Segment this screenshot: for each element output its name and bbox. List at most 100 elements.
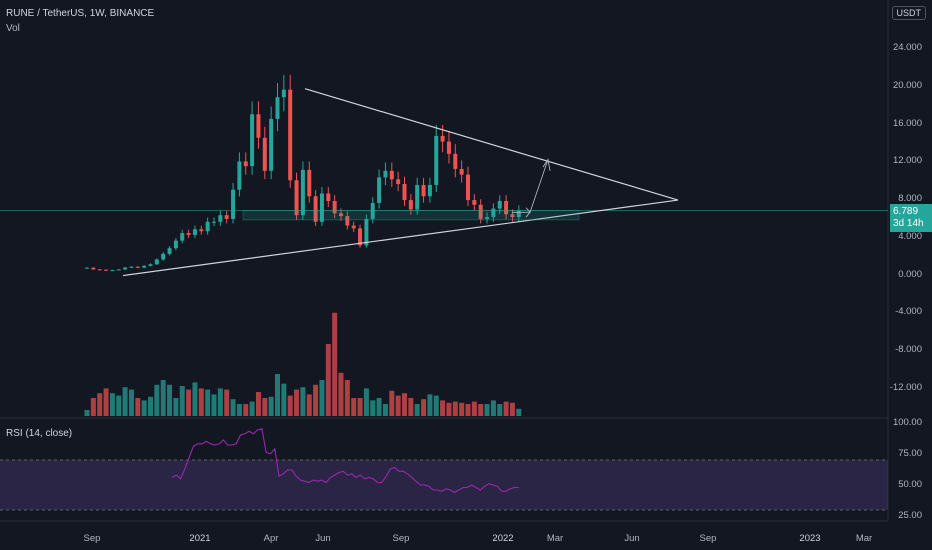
volume-bar xyxy=(363,388,369,416)
candle xyxy=(504,195,509,220)
candle xyxy=(281,74,286,112)
candle xyxy=(148,263,153,267)
candle xyxy=(224,210,229,224)
volume-bar xyxy=(509,402,515,416)
candle xyxy=(243,152,248,175)
volume-bar xyxy=(471,401,477,416)
candle xyxy=(85,267,89,269)
volume-bar xyxy=(313,384,319,416)
candle xyxy=(269,106,274,180)
candle xyxy=(262,126,267,180)
arrow-head-icon xyxy=(525,207,531,218)
volume-bar xyxy=(173,398,179,416)
volume-bar xyxy=(332,312,338,416)
volume-legend[interactable]: Vol xyxy=(6,23,20,34)
price-tick-label: 0.000 xyxy=(898,268,922,280)
volume-bar xyxy=(440,400,446,416)
volume-bar xyxy=(294,389,300,416)
projection-arrow[interactable] xyxy=(512,159,549,213)
candle xyxy=(97,269,102,271)
volume-bar xyxy=(490,400,496,416)
volume-bar xyxy=(262,398,268,416)
currency-button[interactable]: USDT xyxy=(891,6,926,20)
price-tick-label: 24.000 xyxy=(892,42,922,54)
price-tick-label: 8.000 xyxy=(898,193,922,205)
candle xyxy=(307,161,312,203)
volume-bar xyxy=(167,384,173,416)
upper-trendline[interactable] xyxy=(304,88,679,201)
rsi-tick-label: 50.00 xyxy=(898,479,922,490)
candle xyxy=(212,217,216,227)
volume-bar xyxy=(103,388,109,416)
candle xyxy=(294,172,299,220)
volume-bar xyxy=(217,388,223,416)
last-price-value: 6.789 xyxy=(893,205,919,217)
volume-bar xyxy=(128,389,134,416)
arrow-head-icon xyxy=(542,158,551,171)
trendline-drawings[interactable] xyxy=(122,88,679,277)
volume-bar xyxy=(351,398,357,416)
candle xyxy=(218,210,223,227)
volume-bar xyxy=(382,404,388,416)
rsi-tick-label: 100.00 xyxy=(892,416,922,428)
volume-bar xyxy=(433,395,439,416)
bar-countdown: 3d 14h xyxy=(893,217,924,229)
candle xyxy=(466,166,470,207)
rsi-line xyxy=(171,428,519,494)
volume-bar xyxy=(268,396,274,416)
candle xyxy=(104,269,109,271)
support-zone[interactable] xyxy=(242,210,580,221)
volume-bar xyxy=(198,388,204,416)
volume-bars xyxy=(84,312,522,416)
candle xyxy=(116,269,121,271)
symbol-legend[interactable]: RUNE / TetherUS, 1W, BINANCE xyxy=(6,8,155,19)
volume-bar xyxy=(459,402,465,416)
lower-trendline[interactable] xyxy=(122,199,679,277)
candle xyxy=(256,101,261,149)
rsi-band xyxy=(0,460,888,510)
volume-bar xyxy=(211,394,217,416)
volume-bar xyxy=(109,393,115,416)
rsi-legend[interactable]: RSI (14, close) xyxy=(6,428,73,439)
volume-bar xyxy=(230,399,236,416)
price-tick-label: -12.000 xyxy=(889,381,922,393)
time-tick-label: Sep xyxy=(392,533,410,544)
candle xyxy=(154,258,159,266)
candle xyxy=(167,246,172,256)
candle xyxy=(472,194,477,211)
volume-bar xyxy=(84,410,90,416)
candle xyxy=(415,177,420,215)
price-tick-label: -4.000 xyxy=(895,306,922,318)
candle xyxy=(478,199,483,224)
rsi-tick-label: 25.00 xyxy=(898,510,922,522)
volume-bar xyxy=(300,387,306,416)
candle xyxy=(427,177,432,203)
volume-bar xyxy=(452,401,458,416)
candle xyxy=(313,190,318,227)
time-tick-label: 2021 xyxy=(189,533,211,544)
price-tick-label: 12.000 xyxy=(892,155,922,167)
candle xyxy=(358,224,363,248)
candle xyxy=(180,229,185,244)
time-tick-label: Sep xyxy=(699,533,717,544)
volume-bar xyxy=(306,394,312,416)
volume-bar xyxy=(148,396,153,416)
volume-bar xyxy=(402,393,407,416)
volume-bar xyxy=(186,389,192,416)
candle xyxy=(250,101,255,175)
candle xyxy=(396,171,401,192)
candle xyxy=(408,194,413,215)
candles xyxy=(85,74,521,272)
volume-bar xyxy=(249,401,255,416)
volume-bar xyxy=(255,392,261,416)
volume-bar xyxy=(427,394,433,416)
volume-bar xyxy=(344,380,350,416)
volume-bar xyxy=(236,404,242,416)
volume-bar xyxy=(275,374,280,416)
price-tick-label: -8.000 xyxy=(895,344,922,356)
volume-bar xyxy=(90,398,96,416)
time-tick-label: Jun xyxy=(315,533,331,544)
candle xyxy=(192,225,197,239)
candle xyxy=(446,130,451,164)
